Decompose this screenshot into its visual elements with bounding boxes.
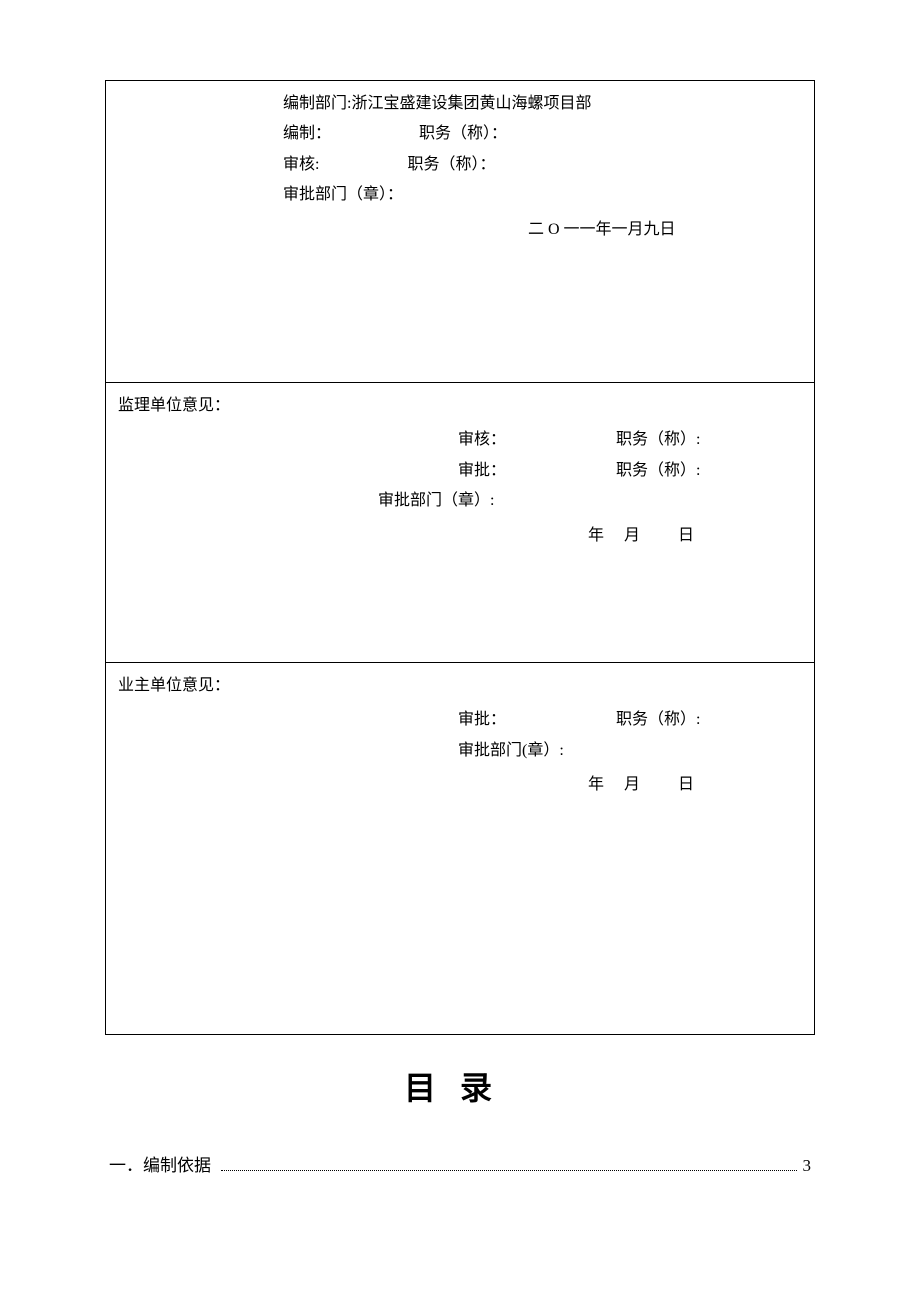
supervision-dept-line: 审批部门（章）:	[118, 486, 802, 516]
compiler-line: 编制： 职务（称）：	[283, 119, 802, 149]
owner-dept-label: 审批部门(章）:	[458, 742, 564, 759]
supervision-dept-label: 审批部门（章）:	[378, 492, 494, 509]
approval-dept-line: 审批部门（章）：	[283, 180, 802, 210]
reviewer-position-label: 职务（称）：	[407, 156, 495, 173]
reviewer-line: 审核: 职务（称）：	[283, 150, 802, 180]
owner-approve-position: 职务（称）:	[616, 711, 700, 728]
supervision-review-block: 审核： 职务（称）: 审批： 职务（称）:	[118, 425, 802, 486]
approval-dept-label: 审批部门（章）：	[283, 186, 403, 203]
compiler-position-label: 职务（称）：	[419, 125, 507, 142]
owner-date: 年 月 日	[118, 770, 802, 800]
toc-title: 目录	[105, 1063, 815, 1109]
owner-approve-label: 审批：	[458, 711, 506, 728]
owner-section-cell: 业主单位意见： 审批： 职务（称）: 审批部门(章）: 年 月 日	[106, 663, 815, 1035]
compilation-block: 编制部门:浙江宝盛建设集团黄山海螺项目部 编制： 职务（称）： 审核: 职务（称）：…	[118, 89, 802, 211]
owner-dept-line: 审批部门(章）:	[458, 736, 802, 766]
supervision-review-position: 职务（称）:	[616, 431, 700, 448]
dept-label: 编制部门:	[283, 95, 351, 112]
toc-entry-1: 一．编制依据 3	[105, 1151, 815, 1176]
owner-approve-line: 审批： 职务（称）:	[458, 705, 802, 735]
supervision-date: 年 月 日	[118, 521, 802, 551]
supervision-approve-position: 职务（称）:	[616, 462, 700, 479]
supervision-approve-label: 审批：	[458, 462, 506, 479]
owner-header: 业主单位意见：	[118, 671, 802, 701]
section1-date: 二 O 一一年一月九日	[118, 215, 802, 245]
dept-line: 编制部门:浙江宝盛建设集团黄山海螺项目部	[283, 89, 802, 119]
toc-entry-1-page: 3	[803, 1156, 812, 1176]
supervision-review-line: 审核： 职务（称）:	[458, 425, 802, 455]
approval-form-table: 编制部门:浙江宝盛建设集团黄山海螺项目部 编制： 职务（称）： 审核: 职务（称）：…	[105, 80, 815, 1035]
document-page: 编制部门:浙江宝盛建设集团黄山海螺项目部 编制： 职务（称）： 审核: 职务（称）：…	[0, 0, 920, 1216]
toc-entry-1-label: 一．编制依据	[109, 1151, 211, 1176]
dept-value: 浙江宝盛建设集团黄山海螺项目部	[351, 95, 591, 112]
reviewer-label: 审核:	[283, 156, 319, 173]
toc-dots	[221, 1170, 797, 1171]
compiler-label: 编制：	[283, 125, 331, 142]
compilation-section-cell: 编制部门:浙江宝盛建设集团黄山海螺项目部 编制： 职务（称）： 审核: 职务（称）：…	[106, 81, 815, 383]
supervision-section-cell: 监理单位意见： 审核： 职务（称）: 审批： 职务（称）: 审批部门（章）: 年 月…	[106, 383, 815, 663]
supervision-header: 监理单位意见：	[118, 391, 802, 421]
owner-review-block: 审批： 职务（称）: 审批部门(章）:	[118, 705, 802, 766]
supervision-review-label: 审核：	[458, 431, 506, 448]
supervision-approve-line: 审批： 职务（称）:	[458, 456, 802, 486]
